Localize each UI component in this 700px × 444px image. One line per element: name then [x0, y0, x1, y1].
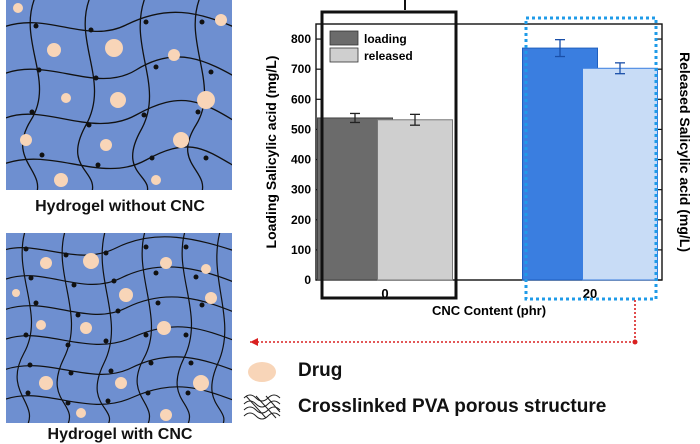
highlight-box-no-cnc	[320, 10, 458, 300]
legend-swatch-released	[329, 47, 359, 63]
x-axis-label: CNC Content (phr)	[432, 303, 546, 318]
y-axis-label-right: Released Salicylic acid (mg/L)	[677, 52, 693, 252]
pva-legend-label: Crosslinked PVA porous structure	[298, 396, 607, 417]
bar-series	[317, 39, 658, 281]
sparse-network-diagram	[6, 0, 232, 190]
chart-legend: loading released	[329, 30, 413, 63]
plot-frame	[315, 23, 663, 281]
bar-released-20	[582, 67, 658, 281]
dense-network-diagram	[6, 233, 232, 423]
bar-loading-20	[522, 47, 598, 281]
hydrogel-without-cnc-illustration	[6, 0, 232, 190]
x-tick-label: 0	[381, 286, 388, 301]
panel-caption-with-cnc: Hydrogel with CNC	[47, 426, 193, 443]
y-tick-label: 0	[304, 273, 311, 287]
y-tick-label: 500	[291, 122, 311, 136]
drug-legend-label: Drug	[298, 360, 343, 381]
legend-label-released: released	[364, 49, 413, 63]
hydrogel-with-cnc-illustration	[6, 233, 232, 423]
polymer-chains	[6, 0, 232, 190]
highlight-box-with-cnc	[524, 16, 658, 301]
y-tick-label: 800	[291, 32, 311, 46]
arrow-head	[250, 338, 258, 346]
legend-label-loading: loading	[364, 32, 407, 46]
y-tick-label: 600	[291, 92, 311, 106]
drug-legend-icon	[248, 362, 276, 382]
bar-released-0	[377, 119, 453, 281]
bar-loading-0	[317, 117, 393, 281]
legend-swatch-loading	[329, 30, 359, 46]
x-tick-label: 20	[583, 286, 597, 301]
y-tick-label: 700	[291, 62, 311, 76]
y-axis: 0 100 200 300 400 500 600 700 800	[291, 32, 662, 287]
pva-structure-icon	[243, 394, 281, 420]
polymer-chains	[6, 233, 232, 423]
red-dotted-connector	[250, 300, 638, 346]
y-tick-label: 300	[291, 183, 311, 197]
y-tick-label: 100	[291, 243, 311, 257]
y-axis-label-left: Loading Salicylic acid (mg/L)	[263, 56, 279, 249]
drug-particles	[12, 253, 217, 421]
crosslink-points	[29, 19, 214, 168]
y-tick-label: 200	[291, 213, 311, 227]
drug-particles	[13, 3, 227, 187]
crosslink-points	[23, 244, 205, 406]
panel-caption-without-cnc: Hydrogel without CNC	[35, 198, 205, 215]
y-tick-label: 400	[291, 153, 311, 167]
